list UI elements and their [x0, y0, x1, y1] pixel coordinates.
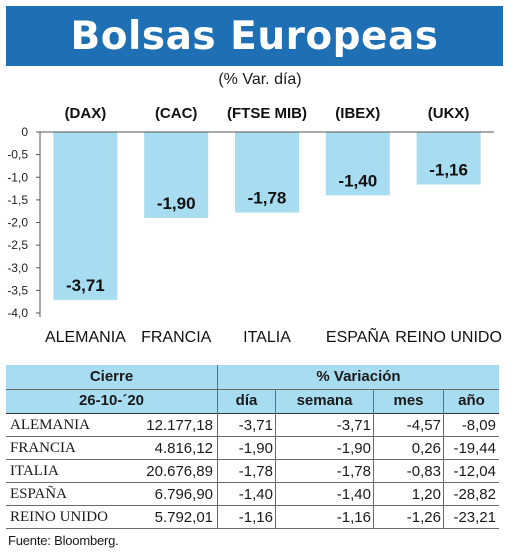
table-row: FRANCIA 4.816,12 -1,90 -1,90 0,26 -19,44: [6, 437, 499, 460]
y-tick-label: -1,0: [7, 170, 28, 184]
week-cell: -3,71: [336, 417, 371, 434]
header-date: 26-10-´20: [78, 392, 145, 409]
bar: [416, 132, 481, 185]
category-label: REINO UNIDO: [395, 329, 502, 346]
category-label: FRANCIA: [141, 329, 212, 346]
bar: [235, 132, 299, 213]
table-divider: [6, 413, 499, 414]
close-cell: 12.177,18: [146, 417, 213, 434]
bar: [53, 132, 118, 300]
table-divider: [6, 389, 499, 390]
bar-value-label: -1,78: [248, 189, 287, 208]
col-header-week: semana: [296, 392, 353, 409]
y-tick-label: -2,0: [7, 216, 28, 230]
year-cell: -8,09: [461, 417, 496, 434]
index-label: (UKX): [428, 105, 470, 122]
month-cell: -1,26: [406, 509, 441, 526]
index-label: (CAC): [155, 105, 198, 122]
week-cell: -1,90: [336, 440, 371, 457]
week-cell: -1,16: [336, 509, 371, 526]
category-label: ESPAÑA: [326, 326, 390, 346]
table-row-divider: [6, 528, 499, 529]
day-cell: -1,40: [238, 486, 273, 503]
category-label: ALEMANIA: [45, 329, 126, 346]
month-cell: -4,57: [406, 417, 441, 434]
week-cell: -1,40: [336, 486, 371, 503]
table-column-divider: [217, 365, 218, 528]
index-label: (DAX): [65, 105, 107, 122]
index-label: (IBEX): [335, 105, 380, 122]
week-cell: -1,78: [336, 463, 371, 480]
year-cell: -23,21: [453, 509, 496, 526]
y-tick-label: -0,5: [7, 148, 28, 162]
day-cell: -1,78: [238, 463, 273, 480]
table-row-divider: [6, 436, 499, 437]
month-cell: 1,20: [411, 486, 441, 503]
col-header-month: mes: [393, 392, 424, 409]
country-cell: ESPAÑA: [10, 486, 67, 502]
y-tick-label: -4,0: [7, 306, 28, 320]
day-cell: -3,71: [238, 417, 273, 434]
day-cell: -1,90: [238, 440, 273, 457]
y-tick-label: 0: [21, 125, 28, 139]
table-row-divider: [6, 482, 499, 483]
bar: [144, 132, 209, 218]
country-cell: FRANCIA: [10, 440, 76, 456]
y-tick-label: -3,0: [7, 261, 28, 275]
page-title: Bolsas Europeas: [70, 13, 439, 59]
table-column-divider: [373, 389, 374, 528]
day-cell: -1,16: [238, 509, 273, 526]
bar-value-label: -1,40: [338, 171, 377, 190]
table-row: ALEMANIA 12.177,18 -3,71 -3,71 -4,57 -8,09: [6, 414, 499, 437]
bar: [325, 132, 390, 196]
y-tick-label: -3,5: [7, 283, 28, 297]
chart-subtitle: (% Var. día): [218, 71, 302, 88]
close-cell: 5.792,01: [154, 509, 213, 526]
table-column-divider: [275, 389, 276, 528]
month-cell: -0,83: [406, 463, 441, 480]
y-tick-label: -2,5: [7, 238, 28, 252]
year-cell: -12,04: [453, 463, 496, 480]
y-tick-label: -1,5: [7, 193, 28, 207]
table-row: REINO UNIDO 5.792,01 -1,16 -1,16 -1,26 -23,21: [6, 506, 499, 529]
header-close: Cierre: [89, 368, 134, 385]
month-cell: 0,26: [411, 440, 441, 457]
bar-value-label: -3,71: [66, 276, 105, 295]
col-header-day: día: [235, 392, 258, 409]
bar-value-label: -1,16: [429, 160, 468, 179]
index-label: (FTSE MIB): [227, 105, 307, 122]
year-cell: -28,82: [453, 486, 496, 503]
country-cell: ITALIA: [10, 463, 59, 479]
table-row: ESPAÑA 6.796,90 -1,40 -1,40 1,20 -28,82: [6, 483, 499, 506]
table-column-divider: [443, 389, 444, 528]
source-note: Fuente: Bloomberg.: [8, 533, 119, 548]
table-row-divider: [6, 459, 499, 460]
col-header-year: año: [458, 392, 485, 409]
close-cell: 6.796,90: [154, 486, 213, 503]
country-cell: ALEMANIA: [10, 417, 90, 433]
table-row-divider: [6, 505, 499, 506]
title-banner: Bolsas Europeas: [6, 6, 503, 66]
category-label: ITALIA: [243, 329, 291, 346]
country-cell: REINO UNIDO: [10, 509, 108, 525]
table-row: ITALIA 20.676,89 -1,78 -1,78 -0,83 -12,04: [6, 460, 499, 483]
header-variation: % Variación: [316, 368, 401, 385]
bar-chart: 0 -0,5 -1,0 -1,5 -2,0 -2,5 -3,0 -3,5 -4,0 -3,71 (D…: [7, 105, 502, 346]
year-cell: -19,44: [453, 440, 496, 457]
close-cell: 20.676,89: [146, 463, 213, 480]
bar-value-label: -1,90: [157, 194, 196, 213]
close-cell: 4.816,12: [154, 440, 213, 457]
